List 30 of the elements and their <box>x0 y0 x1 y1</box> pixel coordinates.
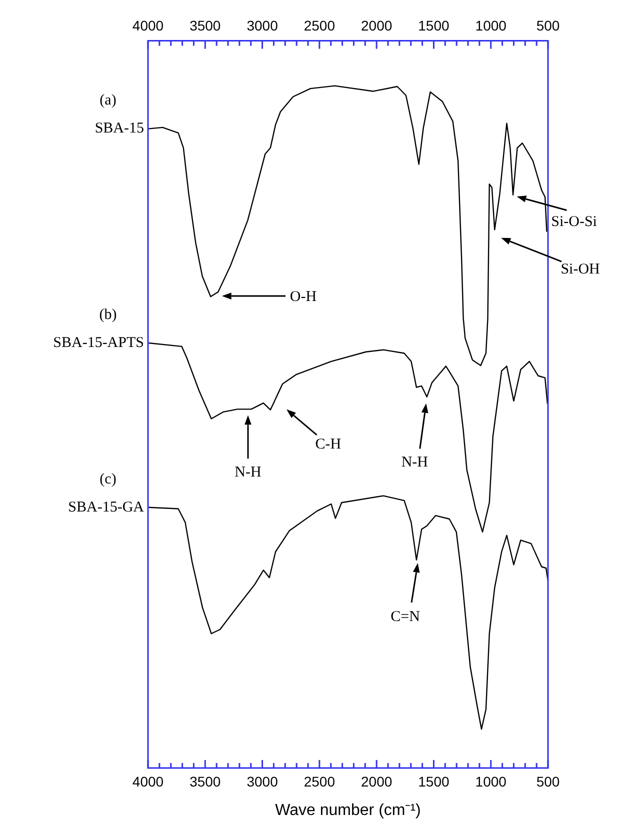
x-tick-label: 2500 <box>304 773 336 790</box>
x-tick-label: 2000 <box>360 773 392 790</box>
text: Si-OH <box>560 261 600 278</box>
series-label: SBA-15-GA <box>68 499 144 516</box>
x-axis-title: Wave number (cm⁻¹) <box>275 802 421 819</box>
series-label: SBA-15 <box>94 120 144 137</box>
text: (c) <box>100 471 116 488</box>
x-tick-label: 1000 <box>475 773 507 790</box>
annotation: C=N <box>390 609 420 626</box>
x-tick-label: 4000 <box>132 773 164 790</box>
text: Si-O-Si <box>551 214 597 230</box>
x2-tick-label: 3500 <box>190 17 221 34</box>
x-tick-label: 1500 <box>418 773 450 790</box>
annotation: N-H <box>234 464 262 480</box>
annotation: N-H <box>401 454 428 470</box>
x2-tick-label: 4000 <box>132 17 164 34</box>
x2-tick-label: 500 <box>536 17 560 34</box>
x2-tick-label: 3000 <box>246 17 278 34</box>
x2-tick-label: 2500 <box>304 17 336 34</box>
x2-tick-label: 1000 <box>475 17 507 34</box>
x2-tick-label: 1500 <box>418 17 450 34</box>
annotation: O-H <box>290 288 317 305</box>
x-tick-label: 500 <box>536 773 560 790</box>
x2-tick-label: 2000 <box>360 17 392 34</box>
x-tick-label: 3000 <box>246 773 278 790</box>
x-tick-label: 3500 <box>190 773 221 790</box>
annotation: C-H <box>315 436 342 453</box>
text: (b) <box>99 306 117 323</box>
text: (a) <box>100 92 116 109</box>
series-label: SBA-15-APTS <box>53 334 144 351</box>
